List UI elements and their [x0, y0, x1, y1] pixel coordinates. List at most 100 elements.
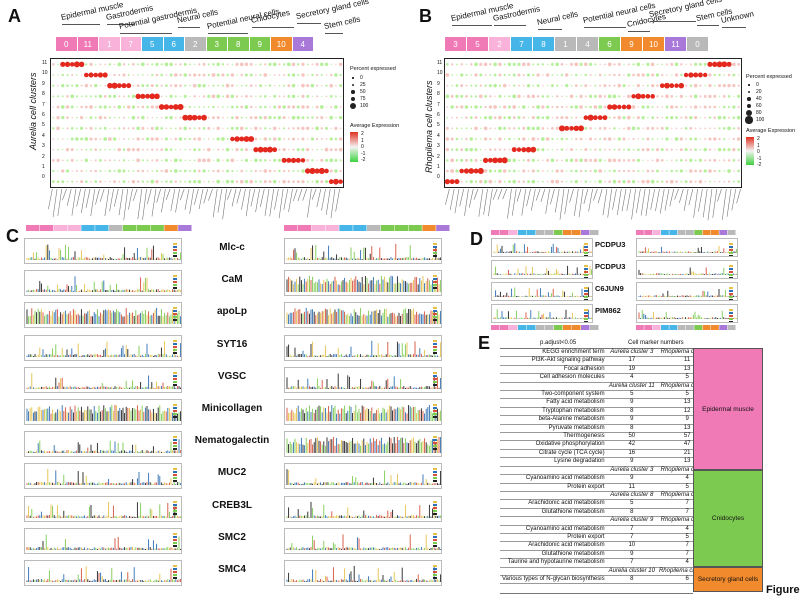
- dot-mark: [155, 62, 159, 66]
- dot-mark: [463, 168, 470, 174]
- dot-mark: [623, 127, 625, 130]
- dot-mark: [165, 74, 168, 76]
- gene-tick-label: [645, 188, 651, 216]
- dot-mark: [151, 73, 154, 77]
- dot-mark: [109, 127, 111, 129]
- dot-mark: [689, 95, 693, 98]
- dot-mark: [69, 62, 75, 67]
- dot-mark: [623, 148, 625, 151]
- dot-mark: [546, 180, 549, 183]
- violin-legend-swatch: [584, 309, 588, 311]
- dot-mark: [664, 82, 670, 89]
- dot-mark: [555, 116, 559, 119]
- dot-mark: [306, 148, 310, 152]
- violin-legend-swatch: [584, 296, 588, 298]
- dot-mark: [580, 181, 582, 183]
- panel-e-cell-0: Cyanoamino acid metabolism: [500, 474, 607, 484]
- dot-mark: [62, 127, 64, 130]
- violin-legend-swatch: [433, 342, 437, 345]
- dot-mark: [212, 149, 215, 151]
- dot-mark: [699, 95, 702, 98]
- dot-mark: [287, 180, 291, 183]
- dot-mark: [202, 127, 206, 130]
- dot-mark: [474, 105, 478, 109]
- dot-mark: [184, 180, 187, 183]
- panel-d-gene-label-0: PCDPU3: [595, 240, 626, 249]
- gene-tick-label: [146, 188, 152, 205]
- dot-mark: [278, 74, 281, 76]
- dot-mark: [718, 106, 721, 108]
- panel_a-legend-avg-value-3: -1: [361, 150, 366, 157]
- dot-mark: [127, 105, 131, 109]
- dot-mark: [141, 105, 145, 109]
- panel-c-gene-label-9: SMC2: [218, 531, 246, 543]
- dot-mark: [90, 169, 93, 173]
- dot-mark: [193, 137, 197, 141]
- panel_a-legend-pct-value-2: 50: [360, 89, 366, 95]
- dot-mark: [732, 116, 736, 119]
- dot-mark: [178, 137, 183, 141]
- dot-mark: [126, 147, 131, 152]
- dot-mark: [727, 148, 731, 152]
- violin-legend-swatch: [729, 287, 733, 289]
- dot-mark: [565, 84, 569, 88]
- dot-mark: [451, 63, 454, 66]
- panel-e-cell-0: [500, 491, 607, 501]
- cluster-color-block: [581, 230, 590, 235]
- dot-mark: [689, 126, 693, 130]
- dot-mark: [189, 159, 191, 162]
- dot-mark: [118, 127, 121, 130]
- dot-mark: [723, 105, 726, 109]
- dot-mark: [235, 180, 239, 183]
- dot-mark: [455, 105, 459, 109]
- dot-mark: [301, 126, 305, 131]
- gene-tick-label: [516, 188, 522, 202]
- dot-mark: [718, 169, 721, 173]
- violin-legend-swatch: [173, 500, 177, 503]
- panel_a-category-underline-1: [107, 24, 135, 25]
- dot-mark: [612, 94, 617, 99]
- dot-mark: [111, 82, 118, 89]
- dot-mark: [675, 159, 678, 162]
- panel_b-legend-pct-value-2: 40: [756, 96, 762, 102]
- dot-mark: [708, 73, 712, 77]
- dot-mark: [221, 73, 225, 77]
- dot-mark: [512, 62, 516, 66]
- dot-mark: [94, 148, 98, 151]
- gene-tick-label: [588, 188, 593, 212]
- dot-mark: [484, 105, 487, 109]
- dot-mark: [169, 62, 173, 67]
- dot-mark: [703, 147, 707, 152]
- dot-mark: [90, 95, 93, 98]
- dot-mark: [179, 158, 182, 162]
- dot-mark: [282, 116, 286, 120]
- dot-mark: [272, 147, 278, 153]
- dot-mark: [627, 63, 630, 66]
- dot-mark: [259, 180, 262, 183]
- dot-mark: [551, 116, 554, 119]
- gene-tick-label: [507, 188, 512, 219]
- dot-mark: [684, 180, 688, 184]
- violin-legend-swatch: [729, 252, 733, 254]
- dot-mark: [57, 170, 59, 172]
- dot-mark: [541, 137, 545, 141]
- violin-legend-swatch: [173, 313, 177, 316]
- panel_b-category-underline-6: [697, 25, 719, 26]
- violin-legend-swatch: [729, 268, 733, 270]
- dot-mark: [203, 148, 205, 151]
- dot-mark: [57, 63, 59, 66]
- gene-tick-label: [179, 188, 185, 201]
- cluster-color-block: [297, 225, 312, 231]
- dot-mark: [722, 116, 726, 120]
- dot-mark: [273, 158, 277, 162]
- dot-mark: [231, 148, 234, 151]
- dot-mark: [446, 116, 449, 119]
- dot-mark: [113, 180, 116, 184]
- panel_a-category-underline-5: [252, 27, 294, 28]
- dot-mark: [244, 148, 248, 152]
- dot-mark: [498, 115, 502, 120]
- panel-e-table: KEGG enrichment term Aurelia cluster 3 Rho…: [500, 349, 718, 585]
- cluster-color-block: [536, 230, 545, 235]
- dot-mark: [320, 158, 324, 162]
- dot-mark: [627, 180, 631, 184]
